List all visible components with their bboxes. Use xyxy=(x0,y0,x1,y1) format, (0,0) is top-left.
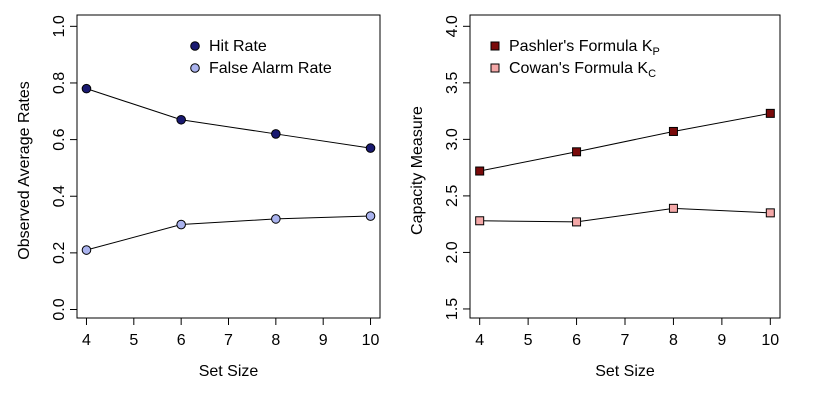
x-tick-label: 9 xyxy=(319,332,328,349)
series-line xyxy=(479,112,771,172)
x-tick-label: 10 xyxy=(761,332,779,349)
data-point xyxy=(668,126,678,136)
y-tick-label: 1.0 xyxy=(51,15,68,37)
data-point xyxy=(365,211,376,221)
x-tick-label: 4 xyxy=(82,332,91,349)
x-tick-label: 9 xyxy=(717,332,726,349)
y-tick-label: 4.0 xyxy=(444,15,461,37)
y-axis-label: Observed Average Rates xyxy=(16,81,33,259)
data-point xyxy=(668,203,678,213)
data-point xyxy=(176,219,186,230)
data-point xyxy=(765,108,775,118)
legend-label: Pashler's Formula KP xyxy=(509,38,660,58)
x-tick-label: 7 xyxy=(621,332,630,349)
y-tick-label: 1.5 xyxy=(444,298,461,320)
data-point xyxy=(475,166,485,176)
y-tick-label: 2.5 xyxy=(444,185,461,207)
y-tick-label: 3.0 xyxy=(444,128,461,150)
legend-marker xyxy=(190,63,200,73)
legend-label-subscript: P xyxy=(653,46,660,58)
y-tick-label: 0.0 xyxy=(51,298,68,320)
legend-label-text: Cowan's Formula K xyxy=(509,60,648,77)
data-point xyxy=(176,114,186,125)
y-tick-label: 0.6 xyxy=(51,128,68,150)
x-tick-label: 8 xyxy=(271,332,280,349)
legend-label: Cowan's Formula KC xyxy=(509,60,656,80)
x-tick-label: 6 xyxy=(177,332,186,349)
x-axis-label: Set Size xyxy=(595,363,655,380)
chart-panel-1: 4 5 6 7 8 9 10 Set Size 0.0 0.2 0.4 0.6 0.8 1.0 Observ… xyxy=(16,14,381,380)
y-axis: 1.5 2.0 2.5 3.0 3.5 4.0 xyxy=(444,15,471,320)
y-tick-label: 3.5 xyxy=(444,72,461,94)
y-axis-label: Capacity Measure xyxy=(409,106,426,235)
x-tick-label: 7 xyxy=(224,332,233,349)
x-tick-label: 5 xyxy=(129,332,138,349)
legend-label-text: False Alarm Rate xyxy=(209,60,332,77)
series-1 xyxy=(475,108,775,176)
data-point xyxy=(765,208,775,218)
data-point xyxy=(271,214,281,224)
series-1 xyxy=(81,83,376,153)
x-axis: 4 5 6 7 8 9 10 xyxy=(82,317,380,349)
y-tick-label: 0.8 xyxy=(51,72,68,94)
legend-label-text: Hit Rate xyxy=(209,38,267,55)
data-point xyxy=(271,129,281,139)
x-tick-label: 5 xyxy=(524,332,533,349)
legend-marker xyxy=(190,41,200,51)
data-point xyxy=(81,245,92,255)
data-point xyxy=(572,147,582,157)
data-point xyxy=(81,83,92,94)
legend-label: False Alarm Rate xyxy=(209,60,332,77)
legend-label-subscript: C xyxy=(648,68,656,80)
series-2 xyxy=(475,203,775,227)
legend-label-text: Pashler's Formula K xyxy=(509,38,653,55)
x-tick-label: 8 xyxy=(669,332,678,349)
series-line xyxy=(86,215,371,251)
x-tick-label: 10 xyxy=(362,332,380,349)
x-axis-label: Set Size xyxy=(199,363,259,380)
legend-marker xyxy=(490,41,500,51)
x-tick-label: 6 xyxy=(572,332,581,349)
y-tick-label: 0.2 xyxy=(51,242,68,264)
series-line xyxy=(479,207,771,223)
legend-label: Hit Rate xyxy=(209,38,267,55)
legend: Hit Rate False Alarm Rate xyxy=(190,38,332,77)
y-tick-label: 0.4 xyxy=(51,185,68,207)
data-point xyxy=(475,216,485,226)
y-axis: 0.0 0.2 0.4 0.6 0.8 1.0 xyxy=(51,15,78,321)
series-line xyxy=(86,88,371,149)
y-tick-label: 2.0 xyxy=(444,241,461,263)
legend-marker xyxy=(490,63,500,73)
x-axis: 4 5 6 7 8 9 10 xyxy=(475,317,779,349)
chart-panel-2: 4 5 6 7 8 9 10 Set Size 1.5 2.0 2.5 3.0 3.5 4.0 Capaci… xyxy=(409,14,781,380)
x-tick-label: 4 xyxy=(475,332,484,349)
data-point xyxy=(365,143,376,153)
data-point xyxy=(572,217,582,227)
series-2 xyxy=(81,211,376,255)
